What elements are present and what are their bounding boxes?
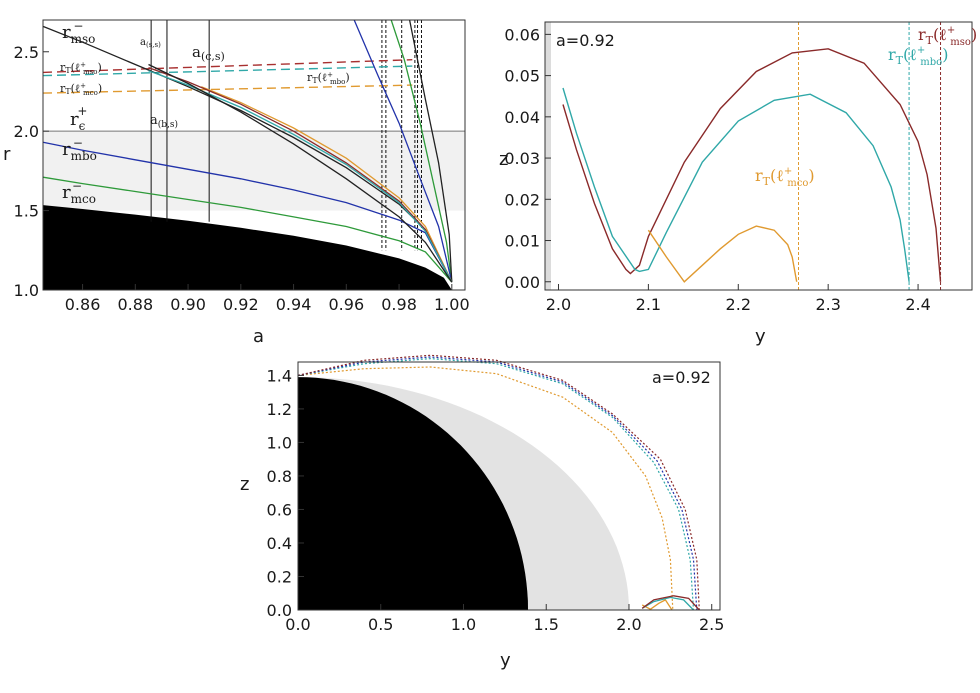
p1-series-line	[42, 176, 453, 283]
p3-frame	[297, 361, 721, 611]
p1-y-axis-label: r	[3, 144, 11, 165]
p2-y-axis-label: z	[499, 149, 508, 170]
p3-data-layer: 0.0 0.5 1.0 1.5 2.0 2.5 0.0 0.2 0.4 0.6 0.8 1.0 1.2 1…	[267, 354, 724, 634]
p1-xtick-label: 0.92	[223, 295, 259, 314]
p1-data-layer: 0.86 0.88 0.90 0.92 0.94 0.96 0.98 1.00 1.0 1.5 2.…	[14, 19, 470, 314]
p1-dashed-series	[42, 65, 413, 77]
p2-series-line	[562, 87, 910, 282]
p2-legend-mco: rT(ℓ+ mco)	[755, 166, 815, 189]
p3-small-curve	[641, 595, 700, 611]
p3-xtick-label: 0.5	[368, 615, 393, 634]
p3-dotted-series	[297, 356, 698, 611]
p1-series-line	[201, 86, 453, 283]
p1-dashed-series	[42, 84, 413, 94]
label-a-bs: a(b,s)	[150, 113, 178, 130]
label-r-mso: rmso−	[62, 19, 95, 46]
p3-ytick-label: 0.2	[267, 567, 292, 586]
p1-frame	[42, 19, 466, 291]
p2-series-line	[562, 48, 942, 282]
p1-xtick-label: 0.88	[118, 295, 154, 314]
p1-dashed-series	[42, 59, 413, 74]
panel-bottom: 0.0 0.5 1.0 1.5 2.0 2.5 0.0 0.2 0.4 0.6 0.8 1.0 1.2 1…	[240, 354, 724, 671]
p3-y-axis-label: z	[240, 474, 249, 495]
label-rt-mbo: rT(ℓ+ mbo)	[307, 71, 350, 86]
p1-series-line	[353, 19, 453, 283]
p1-xtick-label: 0.96	[329, 295, 365, 314]
p2-ytick-label: 0.03	[504, 149, 540, 168]
p2-xtick-label: 2.1	[636, 295, 661, 314]
p2-ytick-label: 0.04	[504, 108, 540, 127]
p1-x-axis-label: a	[253, 326, 264, 347]
label-rt-mco: rT(ℓ+ mco)	[60, 82, 102, 97]
p3-ytick-label: 1.4	[267, 366, 292, 385]
panel-top-left: 0.86 0.88 0.90 0.92 0.94 0.96 0.98 1.00 1.0 1.5 2.…	[3, 19, 470, 347]
p1-series-line	[148, 63, 453, 283]
label-rt-mso: rT(ℓ+ mso)	[60, 61, 102, 76]
p3-ytick-label: 1.0	[267, 433, 292, 452]
p1-ytick-label: 2.5	[14, 43, 39, 62]
p3-horizon	[298, 377, 528, 610]
p1-ytick-label: 1.5	[14, 202, 39, 221]
p3-dotted-series	[297, 357, 695, 611]
p1-series-line	[390, 19, 453, 283]
p2-param-label: a=0.92	[556, 31, 615, 50]
p2-xtick-label: 2.3	[815, 295, 840, 314]
p1-xtick-label: 1.00	[434, 295, 470, 314]
p2-ytick-label: 0.05	[504, 67, 540, 86]
p2-ytick-label: 0.00	[504, 273, 540, 292]
p2-xtick-label: 2.4	[905, 295, 930, 314]
p1-horizon-region	[43, 205, 452, 290]
p3-xtick-label: 0.0	[285, 615, 310, 634]
p2-xtick-label: 2.0	[546, 295, 571, 314]
p3-small-curve	[641, 596, 694, 611]
p1-xtick-label: 0.86	[65, 295, 101, 314]
p2-ytick-label: 0.06	[504, 25, 540, 44]
p3-ytick-label: 0.4	[267, 534, 292, 553]
p3-small-curve	[641, 599, 673, 611]
panel-top-right: 2.0 2.1 2.2 2.3 2.4 0.00 0.01 0.02 0.03 0.04 0.05 0…	[499, 21, 977, 347]
p1-ytick-label: 1.0	[14, 281, 39, 300]
label-r-epsilon: rϵ+	[70, 104, 87, 133]
p1-series-line	[42, 141, 453, 283]
p1-series-line	[148, 66, 453, 283]
p1-xtick-label: 0.90	[170, 295, 206, 314]
p2-edge-shade	[545, 22, 551, 290]
p2-series-line	[647, 225, 798, 283]
p2-x-axis-label: y	[755, 326, 766, 347]
p2-ytick-label: 0.02	[504, 190, 540, 209]
p1-ytick-label: 2.0	[14, 122, 39, 141]
label-r-mco: rmco−	[62, 179, 96, 206]
p3-dotted-series	[297, 354, 700, 611]
p3-xtick-label: 1.5	[534, 615, 559, 634]
p3-ytick-label: 1.2	[267, 400, 292, 419]
label-a-ss: a(s,s)	[140, 37, 161, 49]
p2-xtick-label: 2.2	[726, 295, 751, 314]
p1-xtick-label: 0.94	[276, 295, 312, 314]
p1-annotations: rmso− rT(ℓ+ mso) rT(ℓ+ mco) rT(ℓ+ mbo) rϵ+ …	[60, 19, 350, 206]
p3-param-label: a=0.92	[652, 368, 711, 387]
p3-x-axis-label: y	[500, 650, 511, 671]
p1-series-line	[408, 19, 453, 283]
p3-xtick-label: 2.5	[699, 615, 724, 634]
p2-legend-mbo: rT(ℓ+ mbo)	[888, 45, 948, 68]
p3-ytick-label: 0.0	[267, 601, 292, 620]
p3-xtick-label: 1.0	[451, 615, 476, 634]
p3-ytick-label: 0.8	[267, 467, 292, 486]
label-a-cs: a(c,s)	[192, 43, 225, 63]
p2-legend-mso: rT(ℓ+ mso)	[918, 25, 977, 48]
p3-xtick-label: 2.0	[616, 615, 641, 634]
p1-xtick-label: 0.98	[381, 295, 417, 314]
p3-ytick-label: 0.6	[267, 500, 292, 519]
p2-ytick-label: 0.01	[504, 232, 540, 251]
p2-frame	[544, 21, 973, 291]
p2-data-layer: 2.0 2.1 2.2 2.3 2.4 0.00 0.01 0.02 0.03 0.04 0.05 0…	[504, 21, 973, 314]
label-r-mbo: rmbo−	[62, 136, 97, 163]
